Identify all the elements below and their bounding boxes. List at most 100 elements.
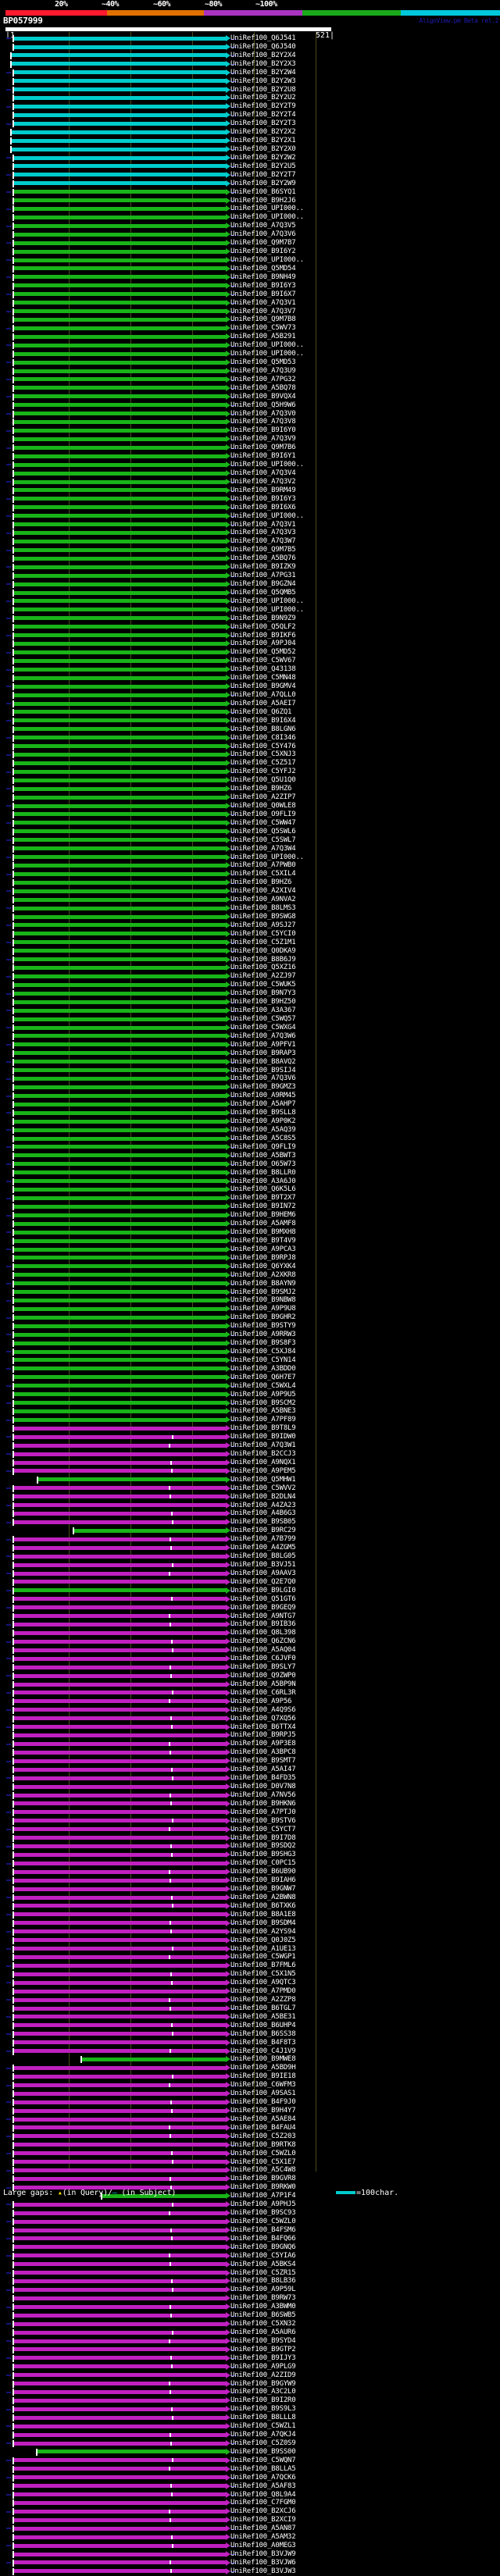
alignment-bar[interactable]: [14, 1102, 226, 1106]
hit-label[interactable]: UniRef100_B2Y2T9: [230, 102, 296, 111]
alignment-bar[interactable]: [14, 1938, 226, 1943]
alignment-bar[interactable]: [14, 1741, 226, 1746]
alignment-bar[interactable]: [14, 846, 226, 851]
hit-label[interactable]: UniRef100_Q6ZCN6: [230, 1637, 296, 1646]
hit-label[interactable]: UniRef100_A5BWT3: [230, 1151, 296, 1160]
hit-label[interactable]: UniRef100_A9P56: [230, 1697, 292, 1705]
hit-row[interactable]: UniRef100_A7Q3V7: [0, 308, 500, 316]
alignment-bar[interactable]: [14, 991, 226, 996]
alignment-bar[interactable]: [14, 633, 226, 638]
hit-label[interactable]: UniRef100_B6TGL7: [230, 2004, 296, 2012]
alignment-bar[interactable]: [14, 966, 226, 971]
hit-row[interactable]: UniRef100_A0MEG3: [0, 2542, 500, 2550]
alignment-bar[interactable]: [14, 565, 226, 569]
hit-label[interactable]: UniRef100_A3BPC8: [230, 1748, 296, 1757]
hit-row[interactable]: UniRef100_B6UB90: [0, 1868, 500, 1876]
alignment-bar[interactable]: [14, 360, 226, 365]
hit-label[interactable]: UniRef100_B9STY9: [230, 1322, 296, 1331]
hit-label[interactable]: UniRef100_A0MEG3: [230, 2542, 296, 2550]
hit-label[interactable]: UniRef100_A7PMD0: [230, 1987, 296, 1996]
hit-row[interactable]: UniRef100_A4B6G3: [0, 1509, 500, 1518]
hit-row[interactable]: UniRef100_B4FSM6: [0, 2226, 500, 2235]
hit-label[interactable]: UniRef100_B9I6X7: [230, 290, 296, 298]
alignment-bar[interactable]: [82, 2058, 226, 2062]
alignment-bar[interactable]: [14, 855, 226, 860]
hit-label[interactable]: UniRef100_A7Q3U9: [230, 366, 296, 375]
alignment-bar[interactable]: [14, 2254, 226, 2258]
hit-label[interactable]: UniRef100_B9GNW7: [230, 1885, 296, 1894]
hit-label[interactable]: UniRef100_B9N7Y3: [230, 989, 296, 998]
hit-label[interactable]: UniRef100_Q5H9W6: [230, 401, 296, 409]
alignment-bar[interactable]: [14, 642, 226, 647]
alignment-bar[interactable]: [14, 1665, 226, 1669]
hit-label[interactable]: UniRef100_A5AF83: [230, 2482, 296, 2490]
alignment-bar[interactable]: [14, 1315, 226, 1320]
hit-row[interactable]: UniRef100_B9GTP2: [0, 2346, 500, 2354]
hit-row[interactable]: UniRef100_C5SWL7: [0, 836, 500, 845]
hit-label[interactable]: UniRef100_B9T4V9: [230, 1236, 296, 1245]
hit-label[interactable]: UniRef100_Q6H7E7: [230, 1373, 296, 1381]
hit-row[interactable]: UniRef100_B9RW73: [0, 2294, 500, 2303]
hit-label[interactable]: UniRef100_B2Y2T3: [230, 119, 296, 128]
hit-row[interactable]: UniRef100_B9IKF6: [0, 632, 500, 640]
alignment-bar[interactable]: [14, 2441, 226, 2446]
hit-label[interactable]: UniRef100_A3A6J0: [230, 1177, 296, 1185]
hit-row[interactable]: UniRef100_B9S8F3: [0, 1339, 500, 1348]
hit-row[interactable]: UniRef100_UPI000..: [0, 213, 500, 222]
hit-label[interactable]: UniRef100_Q43138: [230, 665, 296, 674]
alignment-bar[interactable]: [14, 1554, 226, 1559]
hit-label[interactable]: UniRef100_A9P3E8: [230, 1740, 296, 1748]
alignment-bar[interactable]: [14, 880, 226, 885]
hit-label[interactable]: UniRef100_A9PFV1: [230, 1040, 296, 1049]
alignment-bar[interactable]: [14, 386, 226, 390]
alignment-bar[interactable]: [14, 2356, 226, 2360]
hit-label[interactable]: UniRef100_Q5XZ16: [230, 964, 296, 972]
hit-label[interactable]: UniRef100_B9S9L3: [230, 2405, 296, 2414]
hit-label[interactable]: UniRef100_A5AN87: [230, 2524, 296, 2533]
hit-label[interactable]: UniRef100_O65W73: [230, 1160, 296, 1168]
hit-label[interactable]: UniRef100_B9STV6: [230, 1816, 296, 1825]
hit-row[interactable]: UniRef100_B9HZ6: [0, 878, 500, 887]
hit-row[interactable]: UniRef100_A9SJ27: [0, 921, 500, 930]
hit-label[interactable]: UniRef100_A7Q3V6: [230, 1074, 296, 1083]
hit-row[interactable]: UniRef100_B9SCM2: [0, 1399, 500, 1408]
alignment-bar[interactable]: [14, 1034, 226, 1039]
hit-label[interactable]: UniRef100_C5XNJ3: [230, 750, 296, 759]
alignment-bar[interactable]: [14, 573, 226, 578]
hit-label[interactable]: UniRef100_C5WVV2: [230, 1484, 296, 1492]
hit-row[interactable]: UniRef100_Q5QLF2: [0, 623, 500, 632]
alignment-bar[interactable]: [14, 112, 226, 117]
alignment-bar[interactable]: [14, 1273, 226, 1277]
hit-row[interactable]: UniRef100_UPI000..: [0, 205, 500, 213]
hit-row[interactable]: UniRef100_C5WGP1: [0, 1953, 500, 1961]
alignment-bar[interactable]: [14, 1452, 226, 1456]
hit-row[interactable]: UniRef100_A7PF89: [0, 1416, 500, 1424]
hit-label[interactable]: UniRef100_A4Q9S6: [230, 1705, 296, 1714]
alignment-bar[interactable]: [14, 1230, 226, 1235]
hit-label[interactable]: UniRef100_B9IE18: [230, 2072, 296, 2081]
hit-label[interactable]: UniRef100_A3C2L0: [230, 2388, 296, 2396]
hit-label[interactable]: UniRef100_A7PF89: [230, 1416, 296, 1424]
alignment-bar[interactable]: [14, 2091, 226, 2096]
hit-label[interactable]: UniRef100_A5B291: [230, 333, 296, 341]
hit-label[interactable]: UniRef100_B9GZN4: [230, 580, 296, 588]
hit-label[interactable]: UniRef100_B9GTP2: [230, 2345, 296, 2353]
alignment-bar[interactable]: [14, 1332, 226, 1337]
alignment-bar[interactable]: [14, 429, 226, 433]
alignment-bar[interactable]: [102, 2193, 226, 2198]
alignment-bar[interactable]: [14, 982, 226, 987]
hit-label[interactable]: UniRef100_B9IB36: [230, 1620, 296, 1629]
hit-label[interactable]: UniRef100_UPI000..: [230, 853, 304, 861]
hit-row[interactable]: UniRef100_B2Y2T3: [0, 119, 500, 128]
hit-label[interactable]: UniRef100_Q0J0Z5: [230, 1936, 296, 1944]
alignment-bar[interactable]: [14, 1110, 226, 1115]
hit-label[interactable]: UniRef100_A7QKJ4: [230, 2431, 296, 2439]
hit-row[interactable]: UniRef100_A4ZGM5: [0, 1544, 500, 1552]
hit-label[interactable]: UniRef100_B9SS00: [230, 2447, 296, 2456]
alignment-bar[interactable]: [14, 2543, 226, 2548]
alignment-bar[interactable]: [14, 2484, 226, 2489]
hit-row[interactable]: UniRef100_C5ZR15: [0, 2269, 500, 2278]
hit-row[interactable]: UniRef100_B9RC29: [0, 1527, 500, 1535]
hit-label[interactable]: UniRef100_UPI000..: [230, 255, 304, 264]
hit-label[interactable]: UniRef100_C5YFJ2: [230, 768, 296, 776]
